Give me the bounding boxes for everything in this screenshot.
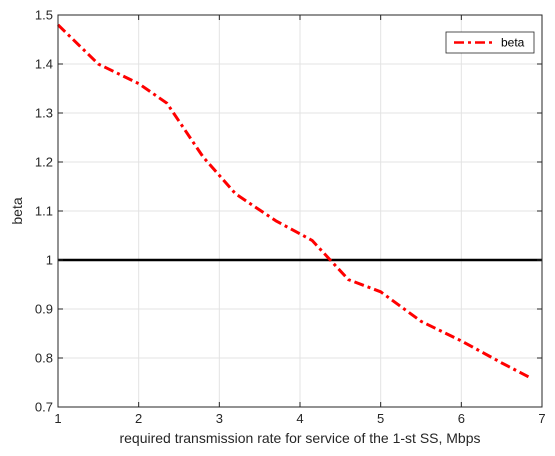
y-tick-label: 0.9 [35, 302, 53, 317]
legend: beta [445, 31, 535, 54]
tick-marks [57, 14, 543, 408]
y-tick-label: 0.7 [35, 400, 53, 415]
series-group [56, 23, 542, 379]
y-tick-label: 1 [46, 253, 53, 268]
legend-label-beta: beta [501, 36, 525, 50]
y-tick-label: 1.3 [35, 106, 53, 121]
x-tick-label: 2 [135, 411, 142, 426]
x-tick-label: 1 [54, 411, 61, 426]
x-tick-label: 5 [377, 411, 384, 426]
y-tick-label: 1.2 [35, 155, 53, 170]
y-tick-labels: 0.7 0.8 0.9 1 1.1 1.2 1.3 1.4 1.5 [35, 8, 53, 415]
x-tick-labels: 1 2 3 4 5 6 7 [54, 411, 545, 426]
y-tick-label: 1.4 [35, 57, 53, 72]
x-tick-label: 4 [296, 411, 303, 426]
x-tick-label: 3 [216, 411, 223, 426]
x-tick-label: 7 [538, 411, 545, 426]
y-axis-label: beta [9, 197, 25, 224]
x-tick-label: 6 [458, 411, 465, 426]
series-line-beta [56, 23, 531, 379]
x-axis-label: required transmission rate for service o… [119, 430, 480, 446]
grid-lines [57, 14, 543, 408]
y-tick-label: 1.5 [35, 8, 53, 23]
y-tick-label: 0.8 [35, 351, 53, 366]
y-tick-label: 1.1 [35, 204, 53, 219]
